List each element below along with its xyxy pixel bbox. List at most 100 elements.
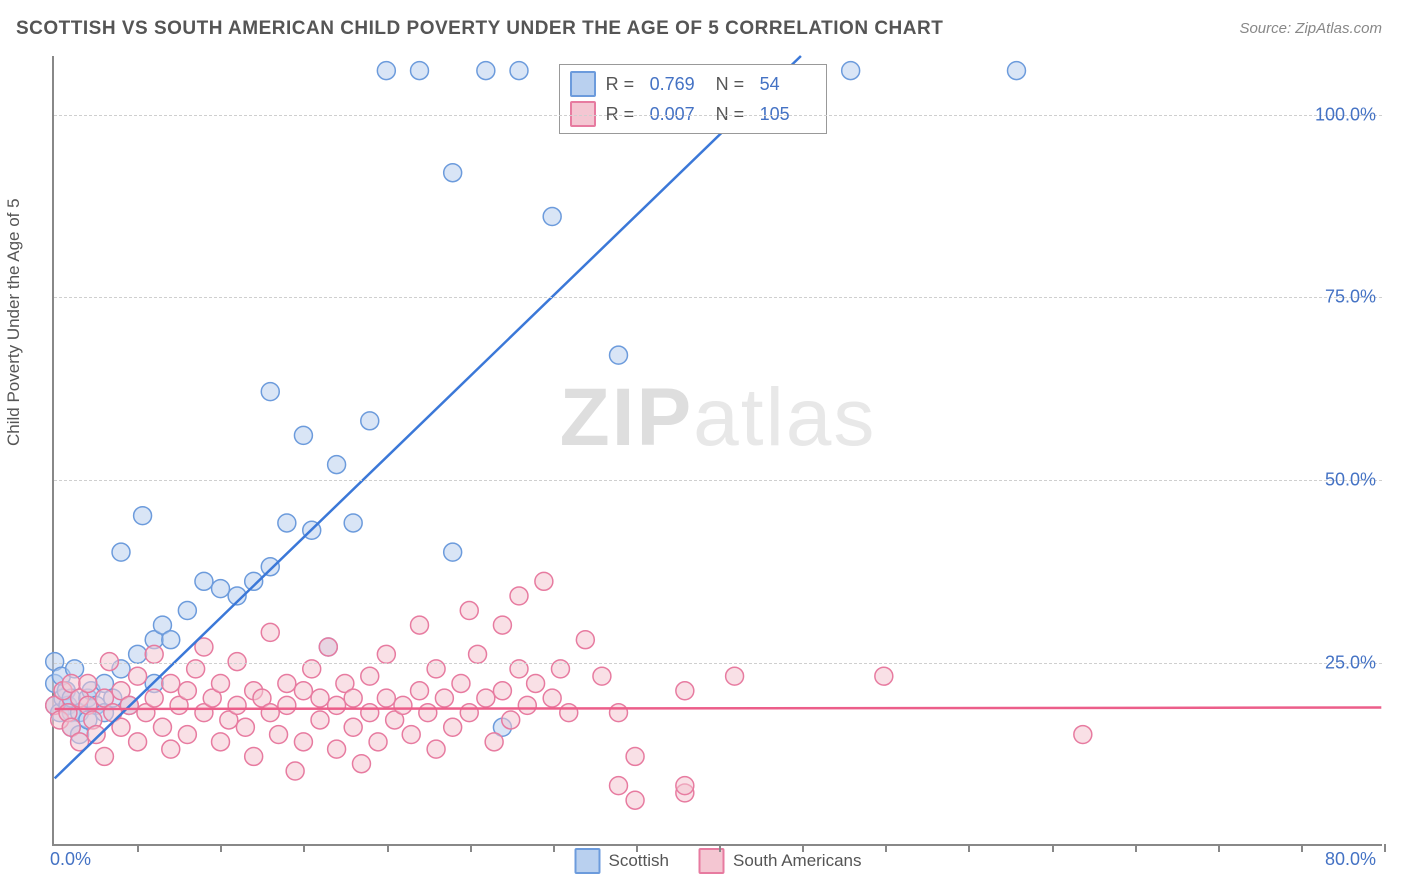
data-point <box>344 514 362 532</box>
data-point <box>535 572 553 590</box>
data-point <box>435 689 453 707</box>
svg-layer <box>54 56 1382 844</box>
x-tick <box>1135 844 1137 852</box>
data-point <box>79 675 97 693</box>
data-point <box>352 755 370 773</box>
data-point <box>178 602 196 620</box>
y-axis-title: Child Poverty Under the Age of 5 <box>4 198 24 446</box>
legend-item: South Americans <box>699 848 862 874</box>
legend-series-name: South Americans <box>733 851 862 871</box>
data-point <box>377 62 395 80</box>
legend-r-label: R = <box>606 74 640 95</box>
x-tick <box>802 844 804 852</box>
data-point <box>278 675 296 693</box>
data-point <box>212 580 230 598</box>
legend-swatch <box>570 71 596 97</box>
data-point <box>560 704 578 722</box>
data-point <box>361 667 379 685</box>
data-point <box>344 689 362 707</box>
x-tick <box>719 844 721 852</box>
data-point <box>411 682 429 700</box>
legend-swatch <box>699 848 725 874</box>
data-point <box>212 733 230 751</box>
data-point <box>261 383 279 401</box>
x-tick <box>387 844 389 852</box>
data-point <box>212 675 230 693</box>
x-tick <box>303 844 305 852</box>
data-point <box>626 791 644 809</box>
plot-area: ZIPatlas R =0.769N =54R =0.007N =105 Sco… <box>52 56 1382 846</box>
data-point <box>610 704 628 722</box>
data-point <box>361 412 379 430</box>
data-point <box>261 623 279 641</box>
data-point <box>100 653 118 671</box>
data-point <box>842 62 860 80</box>
data-point <box>485 733 503 751</box>
data-point <box>394 696 412 714</box>
data-point <box>610 777 628 795</box>
data-point <box>162 740 180 758</box>
data-point <box>518 696 536 714</box>
data-point <box>162 631 180 649</box>
data-point <box>469 645 487 663</box>
data-point <box>493 682 511 700</box>
data-point <box>460 704 478 722</box>
x-tick <box>553 844 555 852</box>
legend-row: R =0.769N =54 <box>570 69 816 99</box>
grid-line <box>54 663 1382 664</box>
x-tick <box>636 844 638 852</box>
data-point <box>543 208 561 226</box>
trend-line <box>55 708 1382 709</box>
data-point <box>153 718 171 736</box>
data-point <box>87 726 105 744</box>
data-point <box>444 718 462 736</box>
data-point <box>294 426 312 444</box>
x-tick <box>220 844 222 852</box>
grid-line <box>54 480 1382 481</box>
data-point <box>576 631 594 649</box>
data-point <box>228 653 246 671</box>
y-tick-label: 100.0% <box>1315 104 1376 125</box>
legend-correlation-box: R =0.769N =54R =0.007N =105 <box>559 64 827 134</box>
data-point <box>477 689 495 707</box>
data-point <box>112 543 130 561</box>
data-point <box>726 667 744 685</box>
data-point <box>610 346 628 364</box>
data-point <box>493 616 511 634</box>
data-point <box>178 726 196 744</box>
x-tick <box>1052 844 1054 852</box>
x-tick <box>1301 844 1303 852</box>
data-point <box>228 696 246 714</box>
x-tick-label: 80.0% <box>1325 849 1376 870</box>
x-tick <box>470 844 472 852</box>
data-point <box>527 675 545 693</box>
x-tick-label: 0.0% <box>50 849 91 870</box>
y-tick-label: 25.0% <box>1325 653 1376 674</box>
data-point <box>245 747 263 765</box>
data-point <box>510 587 528 605</box>
data-point <box>369 733 387 751</box>
x-tick <box>1384 844 1386 852</box>
chart-title: SCOTTISH VS SOUTH AMERICAN CHILD POVERTY… <box>16 18 943 40</box>
data-point <box>875 667 893 685</box>
data-point <box>460 602 478 620</box>
data-point <box>344 718 362 736</box>
data-point <box>377 689 395 707</box>
data-point <box>319 638 337 656</box>
data-point <box>452 675 470 693</box>
grid-line <box>54 115 1382 116</box>
data-point <box>402 726 420 744</box>
x-tick <box>137 844 139 852</box>
data-point <box>328 456 346 474</box>
data-point <box>593 667 611 685</box>
data-point <box>626 747 644 765</box>
data-point <box>294 733 312 751</box>
data-point <box>145 689 163 707</box>
data-point <box>311 689 329 707</box>
data-point <box>195 572 213 590</box>
data-point <box>95 747 113 765</box>
data-point <box>278 696 296 714</box>
legend-n-value: 54 <box>760 74 816 95</box>
y-tick-label: 75.0% <box>1325 287 1376 308</box>
data-point <box>1074 726 1092 744</box>
